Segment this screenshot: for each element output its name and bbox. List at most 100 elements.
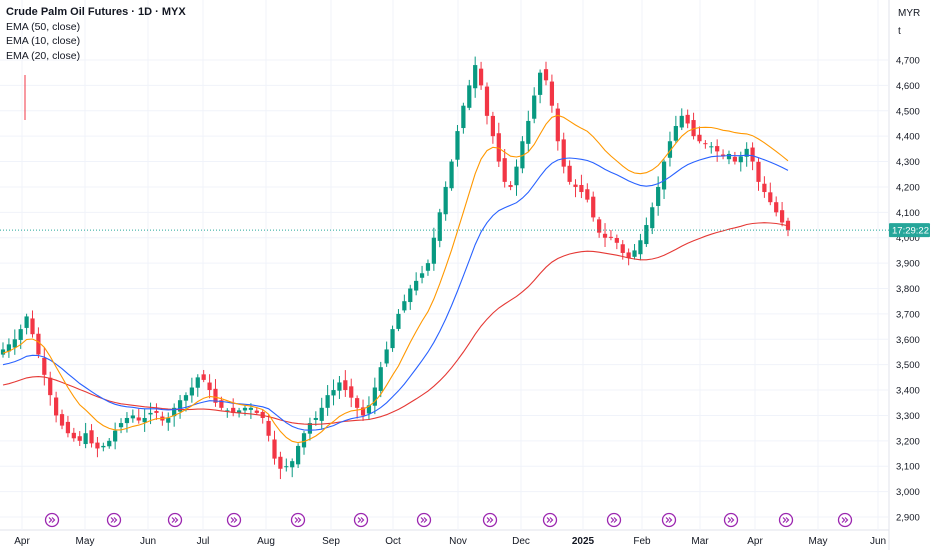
candle-body <box>231 407 236 413</box>
candle-body <box>520 141 525 169</box>
candle-body <box>360 407 366 416</box>
event-arrow-icon[interactable] <box>723 512 739 528</box>
candle-body <box>738 156 743 163</box>
candle-body <box>473 65 478 89</box>
event-icon-glyph <box>110 517 118 523</box>
event-arrow-icon[interactable] <box>542 512 558 528</box>
candle-body <box>136 417 141 421</box>
time-tick-label: Jun <box>140 536 156 547</box>
event-icon-glyph <box>486 517 494 523</box>
candle-body <box>378 367 383 391</box>
candle-body <box>195 377 200 388</box>
candle-body <box>225 410 230 412</box>
candle-body <box>774 202 779 213</box>
candle-body <box>248 407 254 410</box>
candle-body <box>650 207 655 229</box>
candle-body <box>236 410 242 413</box>
candle-body <box>278 456 283 469</box>
candle-body <box>425 263 431 271</box>
price-tick-label: 4,500 <box>896 106 920 117</box>
candle-body <box>83 433 88 445</box>
event-icon-glyph <box>230 517 238 523</box>
candle-body <box>437 212 442 241</box>
price-tick-label: 3,500 <box>896 360 920 371</box>
candle-body <box>390 329 395 349</box>
event-arrow-icon[interactable] <box>353 512 369 528</box>
time-tick-label: May <box>76 536 95 547</box>
unit-label[interactable]: t <box>898 26 901 37</box>
countdown-label: 17:29:22 <box>892 226 929 237</box>
candle-body <box>71 432 76 439</box>
price-tick-label: 3,700 <box>896 309 920 320</box>
price-tick-label: 4,100 <box>896 208 920 219</box>
event-arrow-icon[interactable] <box>837 512 853 528</box>
event-arrow-icon[interactable] <box>661 512 677 528</box>
event-arrow-icon[interactable] <box>167 512 183 528</box>
price-tick-label: 4,300 <box>896 157 920 168</box>
candle-body <box>597 219 602 233</box>
candle-body <box>549 81 555 106</box>
currency-label[interactable]: MYR <box>898 8 921 19</box>
event-arrow-icon[interactable] <box>290 512 306 528</box>
candle-body <box>496 133 501 162</box>
candle-body <box>89 430 94 444</box>
event-arrow-icon[interactable] <box>482 512 498 528</box>
candle-body <box>703 143 708 145</box>
candle-body <box>95 442 100 449</box>
candle-body <box>24 316 29 328</box>
price-tick-label: 3,200 <box>896 436 920 447</box>
time-tick-label: Feb <box>633 536 651 547</box>
candle-body <box>148 412 153 415</box>
time-tick-label: Sep <box>322 536 340 547</box>
candle-body <box>691 120 696 137</box>
indicator-ema20-label[interactable]: EMA (20, close) <box>6 49 81 62</box>
event-arrow-icon[interactable] <box>606 512 622 528</box>
candle-body <box>715 146 720 152</box>
price-tick-label: 4,400 <box>896 132 920 143</box>
economic-events-row[interactable] <box>44 512 853 528</box>
event-icon-glyph <box>294 517 302 523</box>
candle-body <box>272 439 277 459</box>
event-icon-glyph <box>48 517 56 523</box>
event-arrow-icon[interactable] <box>416 512 432 528</box>
candle-body <box>467 85 472 108</box>
event-arrow-icon[interactable] <box>106 512 122 528</box>
indicator-ema50-label[interactable]: EMA (50, close) <box>6 20 81 33</box>
candle-body <box>118 423 124 428</box>
candle-body <box>779 210 785 223</box>
event-icon-glyph <box>610 517 618 523</box>
candle-body <box>366 405 372 414</box>
price-tick-label: 3,300 <box>896 411 920 422</box>
event-arrow-icon[interactable] <box>778 512 794 528</box>
time-tick-label: Jul <box>197 536 210 547</box>
time-tick-label: Oct <box>385 536 401 547</box>
candle-body <box>644 225 649 245</box>
candle-body <box>30 318 35 335</box>
candle-body <box>172 407 177 417</box>
candle-body <box>585 189 590 200</box>
candle-body <box>490 115 495 137</box>
price-tick-label: 3,900 <box>896 259 920 270</box>
event-icon-glyph <box>782 517 790 523</box>
price-tick-label: 3,600 <box>896 335 920 346</box>
candle-body <box>744 148 749 157</box>
candle-body <box>77 436 82 441</box>
candlestick-series <box>0 56 791 480</box>
candle-body <box>697 134 702 142</box>
candle-body <box>709 146 714 148</box>
candle-body <box>762 183 767 193</box>
candle-body <box>602 233 608 238</box>
candle-body <box>461 105 466 129</box>
indicator-ema10-label[interactable]: EMA (10, close) <box>6 35 81 47</box>
candle-body <box>201 374 206 380</box>
candle-body <box>113 430 118 442</box>
time-tick-label: Apr <box>14 536 30 547</box>
event-arrow-icon[interactable] <box>44 512 60 528</box>
candle-body <box>142 417 147 423</box>
symbol-title[interactable]: Crude Palm Oil Futures · 1D · MYX <box>6 6 186 18</box>
price-tick-label: 3,400 <box>896 386 920 397</box>
event-arrow-icon[interactable] <box>226 512 242 528</box>
candle-body <box>266 420 271 436</box>
